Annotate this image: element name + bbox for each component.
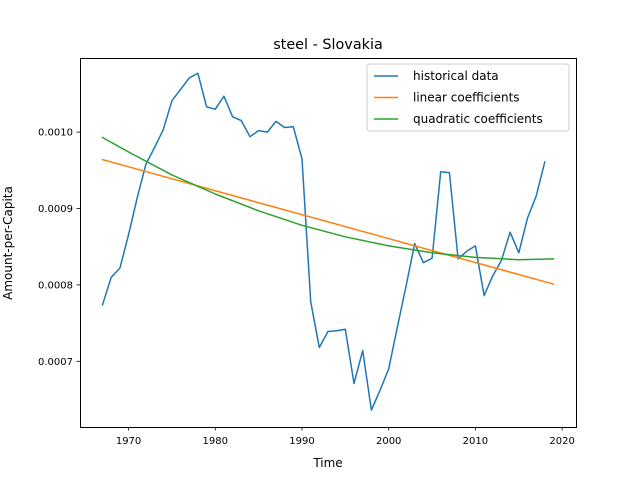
- x-axis-ticks: 1970 1980 1990 2000 2010 2020: [116, 427, 575, 447]
- x-axis-label: Time: [312, 456, 342, 470]
- y-tick-label: 0.0007: [38, 357, 73, 368]
- y-axis-ticks: 0.0007 0.0008 0.0009 0.0010: [38, 128, 80, 368]
- y-axis-label: Amount-per-Capita: [1, 186, 15, 300]
- x-tick-label: 1980: [203, 436, 228, 447]
- series-line-historical-data: [101, 72, 546, 411]
- x-tick-label: 1970: [116, 436, 141, 447]
- x-tick-label: 2000: [376, 436, 401, 447]
- legend-label-quadratic-coefficients: quadratic coefficients: [413, 112, 543, 126]
- legend-label-linear-coefficients: linear coefficients: [413, 91, 520, 105]
- plot-frame: [80, 58, 577, 428]
- series-line-quadratic-coefficients: [101, 136, 555, 261]
- plot-lines: [101, 72, 555, 411]
- y-tick-label: 0.0009: [38, 204, 73, 215]
- chart-title: steel - Slovakia: [273, 37, 383, 53]
- legend-label-historical-data: historical data: [413, 69, 499, 83]
- y-tick-label: 0.0008: [38, 281, 73, 292]
- y-tick-label: 0.0010: [38, 128, 73, 139]
- legend-box: [366, 63, 570, 132]
- x-tick-label: 1990: [289, 436, 314, 447]
- legend: historical data linear coefficients quadra…: [366, 63, 570, 132]
- series-line-linear-coefficients: [101, 158, 555, 286]
- x-tick-label: 2020: [549, 436, 574, 447]
- x-tick-label: 2010: [463, 436, 488, 447]
